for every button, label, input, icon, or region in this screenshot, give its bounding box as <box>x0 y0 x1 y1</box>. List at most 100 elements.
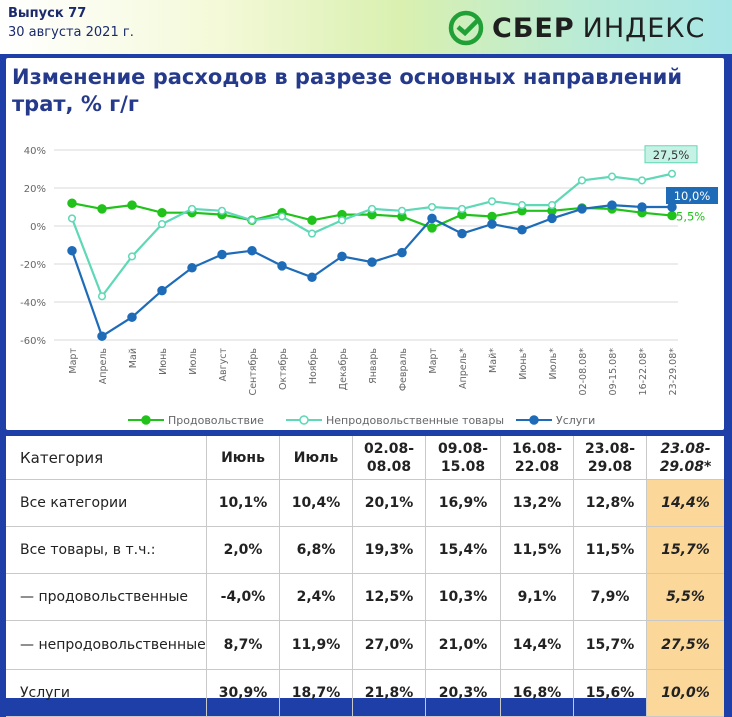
data-point <box>487 211 497 222</box>
data-point <box>97 292 107 301</box>
table-header-row: Категория Июнь Июль 02.08-08.08 09.08-15… <box>6 436 724 480</box>
data-point <box>307 229 317 238</box>
data-point <box>127 252 137 261</box>
table-panel: Категория Июнь Июль 02.08-08.08 09.08-15… <box>6 436 724 717</box>
data-point <box>187 204 197 213</box>
issue-number: Выпуск 77 <box>8 6 87 21</box>
cell-value: 30,9% <box>206 669 280 717</box>
cell-highlight: 27,5% <box>646 620 724 670</box>
row-category: Все товары, в т.ч.: <box>6 526 207 574</box>
cell-highlight: 15,7% <box>646 526 724 574</box>
data-point <box>607 200 617 210</box>
x-tick-label: Март <box>428 348 439 374</box>
legend-marker <box>299 415 309 425</box>
y-tick-label: 40% <box>24 146 46 157</box>
header-banner: Выпуск 77 30 августа 2021 г. СБЕР ИНДЕКС <box>0 0 732 54</box>
cell-value: 11,5% <box>500 526 574 574</box>
cell-value: 10,1% <box>206 479 280 527</box>
data-point <box>427 202 437 212</box>
cell-value: 27,0% <box>352 620 426 670</box>
data-point <box>247 245 257 256</box>
legend-marker <box>141 415 151 425</box>
cell-value: 19,3% <box>352 526 426 574</box>
x-tick-label: Июль <box>188 348 199 375</box>
table-row: Все товары, в т.ч.: 2,0% 6,8% 19,3% 15,4% 11,… <box>6 526 724 574</box>
data-point <box>367 204 377 213</box>
data-point <box>337 216 347 225</box>
y-tick-label: 20% <box>24 184 46 195</box>
data-point <box>157 220 167 229</box>
table-row: — продовольственные -4,0% 2,4% 12,5% 10,3% 9,… <box>6 573 724 621</box>
legend-label: Услуги <box>556 414 595 427</box>
table-row: Все категории 10,1% 10,4% 20,1% 16,9% 13,2% 12… <box>6 479 724 527</box>
data-point <box>487 219 497 229</box>
logo-text-light: ИНДЕКС <box>582 12 706 44</box>
cell-value: 9,1% <box>500 573 574 621</box>
cell-value: 6,8% <box>279 526 353 574</box>
cell-value: 14,4% <box>500 620 574 670</box>
x-tick-label: 09-15.08* <box>608 348 619 396</box>
data-point <box>367 257 377 267</box>
header-july: Июль <box>279 436 353 480</box>
data-point <box>67 245 77 256</box>
end-label-box <box>666 187 718 204</box>
data-point <box>517 201 527 210</box>
header-week-2: 09.08-15.08 <box>425 436 501 480</box>
x-tick-label: Ноябрь <box>308 348 319 385</box>
data-point <box>607 172 617 181</box>
cell-value: 12,5% <box>352 573 426 621</box>
header-week-1: 02.08-08.08 <box>352 436 426 480</box>
data-point <box>667 210 677 221</box>
data-point <box>217 206 227 215</box>
row-category: — продовольственные <box>6 573 207 621</box>
data-point <box>247 216 257 225</box>
data-point <box>307 215 317 226</box>
header-week-4-star: 23.08-29.08* <box>646 436 724 480</box>
data-point <box>637 176 647 185</box>
cell-value: 15,4% <box>425 526 501 574</box>
cell-value: 15,7% <box>573 620 647 670</box>
cell-value: 13,2% <box>500 479 574 527</box>
data-point <box>427 223 437 233</box>
x-tick-label: Апрель* <box>458 348 469 389</box>
legend-marker <box>529 415 539 425</box>
spending-table: Категория Июнь Июль 02.08-08.08 09.08-15… <box>6 436 724 717</box>
cell-value: 20,1% <box>352 479 426 527</box>
data-point <box>67 198 77 208</box>
data-point <box>187 263 197 273</box>
x-tick-label: Май <box>128 348 139 368</box>
x-tick-label: 02-08.08* <box>578 348 589 396</box>
end-label-box <box>644 145 698 164</box>
y-tick-label: -20% <box>20 260 46 271</box>
data-point <box>667 169 677 178</box>
cell-value: 10,3% <box>425 573 501 621</box>
table-row: Услуги 30,9% 18,7% 21,8% 20,3% 16,8% 15,6% 10,0… <box>6 669 724 717</box>
data-point <box>427 213 437 224</box>
cell-value: 18,7% <box>279 669 353 717</box>
cell-value: 16,9% <box>425 479 501 527</box>
data-point <box>547 213 557 224</box>
x-tick-label: Июнь <box>158 348 169 375</box>
x-tick-label: 23-29.08* <box>668 348 679 396</box>
issue-date: 30 августа 2021 г. <box>8 25 134 40</box>
data-point <box>97 331 107 341</box>
x-tick-label: Июль* <box>548 348 559 380</box>
x-tick-label: 16-22.08* <box>638 348 649 396</box>
table-row: — непродовольственные 8,7% 11,9% 27,0% 21,0%… <box>6 620 724 670</box>
cell-value: 10,4% <box>279 479 353 527</box>
data-point <box>517 225 527 235</box>
cell-value: 11,5% <box>573 526 647 574</box>
row-category: Услуги <box>6 669 207 717</box>
header-category: Категория <box>6 436 207 480</box>
data-point <box>457 204 467 213</box>
x-tick-label: Декабрь <box>338 348 349 391</box>
chart-title: Изменение расходов в разрезе основных на… <box>12 65 683 116</box>
data-point <box>157 285 167 296</box>
data-point <box>397 247 407 258</box>
legend-label: Непродовольственные товары <box>326 414 504 427</box>
y-tick-label: -40% <box>20 298 46 309</box>
cell-value: 21,0% <box>425 620 501 670</box>
row-category: Все категории <box>6 479 207 527</box>
sber-index-logo: СБЕР ИНДЕКС <box>448 8 705 48</box>
cell-value: 15,6% <box>573 669 647 717</box>
